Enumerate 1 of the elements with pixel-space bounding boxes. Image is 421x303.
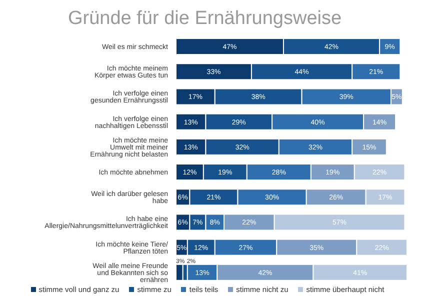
chart-title: Gründe für die Ernährungsweise xyxy=(68,8,343,30)
